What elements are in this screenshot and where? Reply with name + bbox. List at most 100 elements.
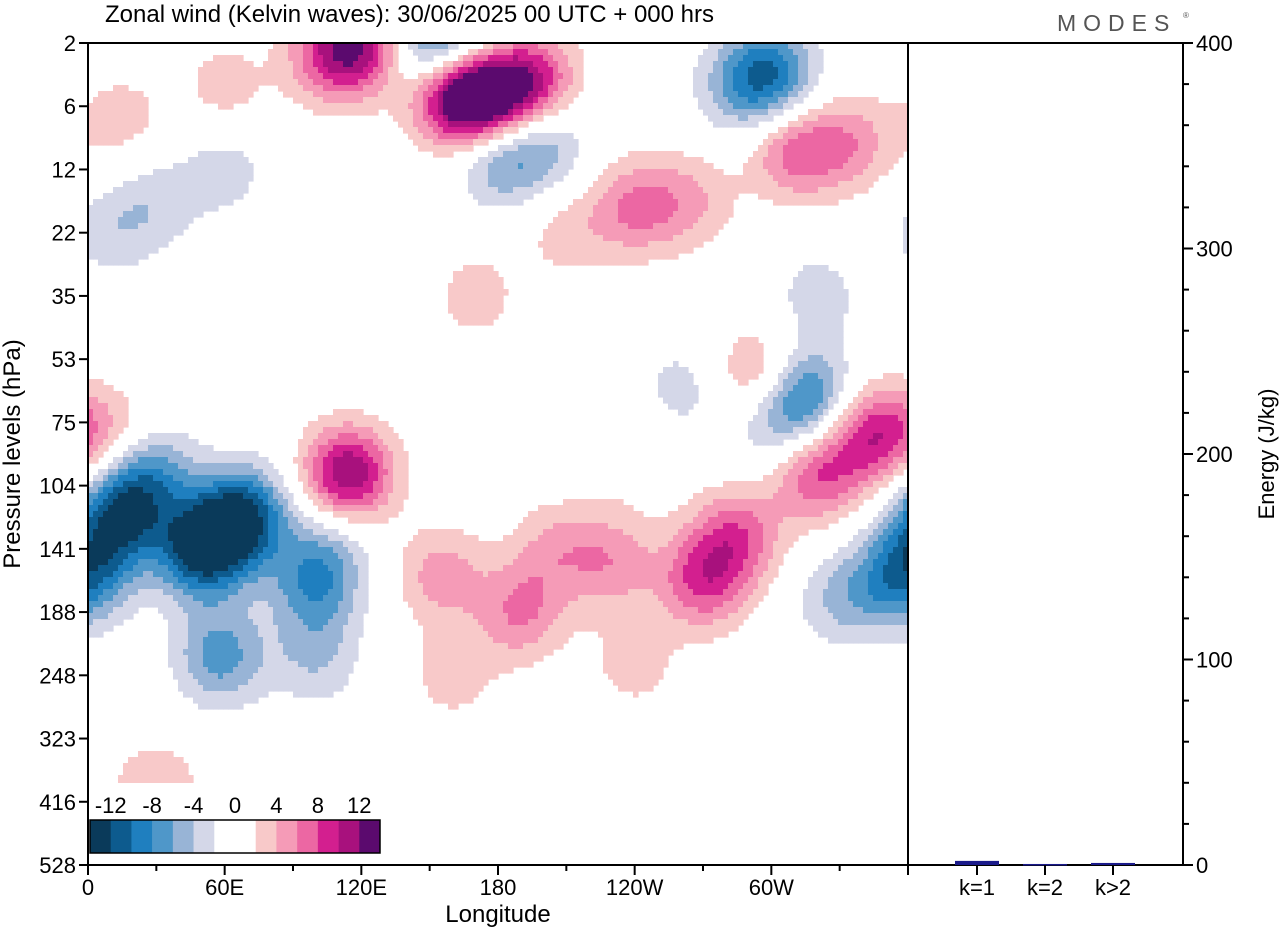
heatmap-cell <box>773 511 779 518</box>
heatmap-cell <box>808 367 814 374</box>
heatmap-cell <box>128 121 134 128</box>
heatmap-cell <box>823 349 829 356</box>
heatmap-cell <box>363 427 369 434</box>
heatmap-cell <box>143 235 149 242</box>
heatmap-cell <box>858 415 864 422</box>
heatmap-cell <box>168 223 174 230</box>
heatmap-cell <box>633 523 639 530</box>
heatmap-cell <box>853 433 859 440</box>
heatmap-cell <box>93 115 99 122</box>
heatmap-cell <box>328 433 334 440</box>
heatmap-cell <box>518 145 524 152</box>
heatmap-cell <box>768 481 774 488</box>
heatmap-cell <box>878 103 884 110</box>
heatmap-cell <box>758 193 764 200</box>
heatmap-cell <box>373 73 379 80</box>
heatmap-cell <box>578 511 584 518</box>
heatmap-cell <box>878 169 884 176</box>
heatmap-cell <box>398 457 404 464</box>
heatmap-cell <box>723 67 729 74</box>
heatmap-cell <box>788 187 794 194</box>
heatmap-cell <box>168 493 174 500</box>
heatmap-cell <box>378 493 384 500</box>
heatmap-cell <box>398 91 404 98</box>
heatmap-cell <box>573 199 579 206</box>
heatmap-cell <box>278 481 284 488</box>
heatmap-cell <box>688 157 694 164</box>
heatmap-cell <box>843 103 849 110</box>
heatmap-cell <box>448 73 454 80</box>
heatmap-cell <box>318 49 324 56</box>
heatmap-cell <box>628 181 634 188</box>
heatmap-cell <box>718 211 724 218</box>
heatmap-cell <box>568 85 574 92</box>
heatmap-cell <box>708 109 714 116</box>
heatmap-cell <box>418 121 424 128</box>
heatmap-cell <box>848 421 854 428</box>
heatmap-cell <box>538 67 544 74</box>
heatmap-cell <box>803 199 809 206</box>
heatmap-cell <box>368 49 374 56</box>
heatmap-cell <box>328 79 334 86</box>
heatmap-cell <box>863 127 869 134</box>
heatmap-cell <box>318 457 324 464</box>
heatmap-cell <box>813 451 819 458</box>
heatmap-cell <box>103 517 109 524</box>
heatmap-cell <box>788 199 794 206</box>
heatmap-cell <box>678 373 684 380</box>
heatmap-cell <box>178 475 184 482</box>
heatmap-cell <box>93 391 99 398</box>
heatmap-cell <box>438 121 444 128</box>
heatmap-cell <box>468 91 474 98</box>
heatmap-cell <box>253 505 259 512</box>
heatmap-cell <box>793 517 799 524</box>
heatmap-cell <box>103 397 109 404</box>
heatmap-cell <box>373 463 379 470</box>
heatmap-cell <box>543 103 549 110</box>
heatmap-cell <box>833 385 839 392</box>
heatmap-cell <box>823 271 829 278</box>
heatmap-cell <box>603 205 609 212</box>
heatmap-cell <box>123 181 129 188</box>
heatmap-cell <box>88 409 94 416</box>
heatmap-cell <box>738 343 744 350</box>
heatmap-cell <box>338 481 344 488</box>
heatmap-cell <box>663 181 669 188</box>
heatmap-cell <box>118 493 124 500</box>
heatmap-cell <box>383 457 389 464</box>
heatmap-cell <box>748 187 754 194</box>
heatmap-cell <box>98 385 104 392</box>
heatmap-cell <box>218 91 224 98</box>
heatmap-cell <box>193 193 199 200</box>
heatmap-cell <box>208 67 214 74</box>
heatmap-cell <box>168 187 174 194</box>
heatmap-cell <box>113 115 119 122</box>
heatmap-cell <box>88 223 94 230</box>
heatmap-cell <box>663 211 669 218</box>
heatmap-cell <box>818 325 824 332</box>
heatmap-cell <box>453 91 459 98</box>
heatmap-cell <box>198 175 204 182</box>
heatmap-cell <box>248 505 254 512</box>
heatmap-cell <box>238 469 244 476</box>
heatmap-cell <box>138 469 144 476</box>
heatmap-cell <box>323 475 329 482</box>
heatmap-cell <box>483 133 489 140</box>
heatmap-cell <box>218 475 224 482</box>
heatmap-cell <box>373 445 379 452</box>
heatmap-cell <box>753 103 759 110</box>
heatmap-cell <box>148 211 154 218</box>
heatmap-cell <box>633 175 639 182</box>
heatmap-cell <box>808 409 814 416</box>
heatmap-cell <box>353 415 359 422</box>
heatmap-cell <box>478 319 484 326</box>
heatmap-cell <box>413 49 419 56</box>
heatmap-cell <box>468 307 474 314</box>
heatmap-cell <box>488 265 494 272</box>
heatmap-cell <box>243 523 249 530</box>
heatmap-cell <box>228 517 234 524</box>
heatmap-cell <box>213 469 219 476</box>
heatmap-cell <box>158 505 164 512</box>
heatmap-cell <box>803 115 809 122</box>
heatmap-cell <box>853 97 859 104</box>
